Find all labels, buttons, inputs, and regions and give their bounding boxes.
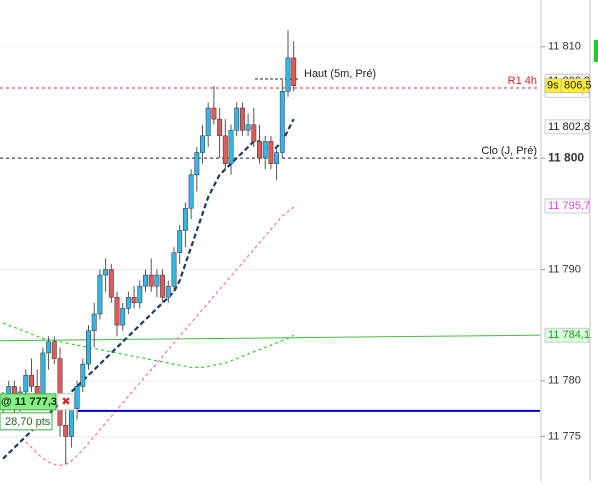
candle-body [114, 297, 120, 326]
candle-body [257, 141, 262, 159]
candle-body [205, 107, 211, 137]
candle-body [217, 118, 223, 137]
moving-average [25, 206, 295, 467]
status-bar [594, 40, 598, 62]
candle-body [23, 374, 29, 393]
candle-body [200, 135, 205, 153]
y-tick-label: 11 810 [548, 41, 581, 53]
candle-body [194, 152, 200, 176]
candle-body [137, 285, 143, 304]
candle-body [268, 141, 274, 164]
candle-body [182, 207, 188, 231]
price-tag [544, 327, 590, 343]
candle-body [148, 274, 154, 287]
candle-body [291, 57, 297, 86]
candle-body [51, 341, 57, 359]
level-label: Haut (5m, Pré) [304, 68, 376, 80]
candle-body [120, 308, 126, 326]
level-label: R1 4h [508, 75, 537, 87]
candle-body [234, 107, 240, 131]
moving-average [2, 118, 295, 460]
candle-body [279, 91, 285, 153]
order-close[interactable] [57, 393, 75, 411]
candle-body [171, 252, 177, 287]
candle-body [165, 285, 171, 298]
candle-body [74, 386, 80, 409]
candle-body [46, 341, 52, 354]
candle-body [91, 313, 97, 331]
moving-average [2, 322, 295, 368]
candle-body [211, 107, 217, 120]
timer-badge [544, 78, 562, 94]
timer: 9s [547, 80, 559, 92]
candle-body [125, 297, 131, 309]
order-box [0, 393, 57, 411]
order-distance-box [0, 412, 53, 431]
candle-body [251, 124, 257, 142]
y-tick-label: 11 780 [548, 375, 581, 387]
candle-body [239, 107, 245, 131]
y-tick-label: 11 790 [548, 263, 581, 275]
price-tag-label: 806,5 [564, 80, 592, 92]
candle-body [131, 297, 137, 304]
candle-body [57, 358, 63, 426]
candle-body [285, 57, 291, 92]
price-tag [544, 198, 590, 214]
candle-body [29, 374, 34, 387]
order-distance: 28,70 pts [5, 416, 51, 428]
candle-body [262, 141, 268, 159]
candle-body [68, 408, 74, 437]
y-tick-label: 11 775 [548, 430, 581, 442]
price-tag-label: 11 784,1 [548, 329, 590, 341]
candle-body [245, 124, 251, 131]
candle-body [143, 274, 148, 287]
price-tag-label: 11 795,7 [548, 200, 590, 212]
price-tag [544, 119, 590, 135]
order-close-icon: ✖ [61, 396, 70, 408]
price-tag-label: 11 802,8 [548, 121, 590, 133]
order-label: @ 11 777,3 [1, 396, 57, 408]
candle-body [188, 174, 194, 209]
candle-body [154, 274, 160, 287]
candle-body [108, 269, 114, 298]
candle-body [160, 274, 166, 298]
candle-body [86, 330, 91, 365]
candle-body [97, 274, 103, 315]
candle-body [228, 130, 234, 164]
y-tick-label: 11 800 [548, 150, 584, 164]
candle-body [222, 135, 228, 164]
candle-body [103, 269, 109, 276]
candle-body [177, 230, 183, 253]
candle-body [80, 363, 86, 387]
candle-body [63, 425, 69, 437]
candle-body [274, 152, 280, 164]
level-label: Clo (J, Pré) [481, 145, 537, 157]
